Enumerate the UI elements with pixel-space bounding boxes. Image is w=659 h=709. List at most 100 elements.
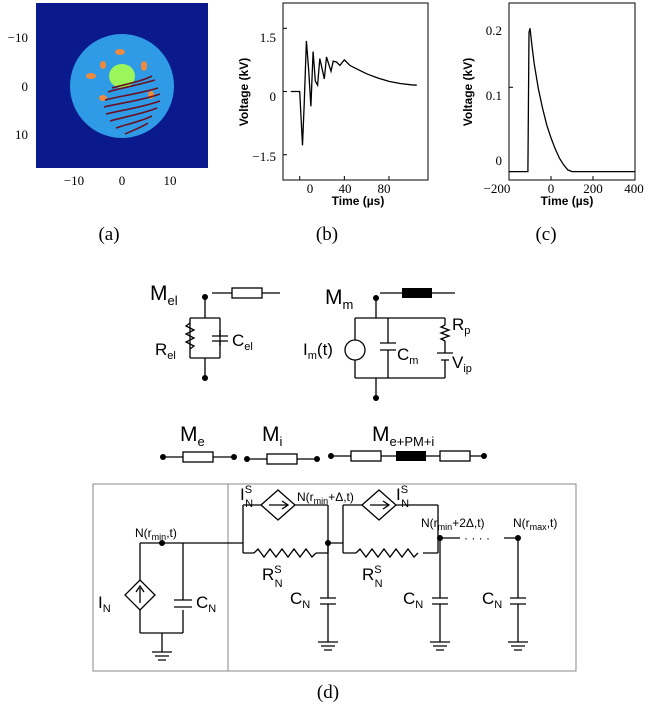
node-dot <box>437 535 443 541</box>
label-M-m: Mm <box>325 286 353 312</box>
node-dot <box>373 395 379 401</box>
x-tick-label: 0 <box>548 181 555 196</box>
series-line <box>290 40 417 146</box>
y-tick-label: −1.5 <box>252 149 276 164</box>
y-tick-label: 0 <box>496 153 503 168</box>
nucleus <box>109 64 135 88</box>
y-tick-label: 1.5 <box>260 30 276 45</box>
x-axis-label: Time (µs) <box>332 194 385 208</box>
y-tick-label: 0.2 <box>486 23 502 38</box>
mitochondrion <box>109 107 158 122</box>
resistor-box <box>182 451 214 463</box>
label-CN: CN <box>196 593 216 615</box>
node-label: N(rmin,t) <box>135 526 177 542</box>
membrane-resistor-box <box>396 451 426 461</box>
label-M-e: Me <box>180 423 205 449</box>
node-dot <box>159 540 165 546</box>
current-source-Im <box>344 339 366 361</box>
arrow-icon <box>370 500 391 510</box>
dependent-current-source-ISN <box>361 489 397 521</box>
mitochondrion <box>124 122 149 135</box>
wire <box>354 298 446 398</box>
capacitor-CN-wire <box>504 537 528 651</box>
resistor-RSN <box>355 547 419 559</box>
label-ISN: IS N <box>240 484 253 510</box>
label-M-el: Mel <box>150 282 178 308</box>
dependent-current-source-ISN <box>260 489 296 521</box>
series-line <box>509 28 635 173</box>
element-M-m: Mm Im(t) Cm Rp Vip <box>303 286 472 401</box>
capacitor-C-el <box>212 330 228 346</box>
label-V-ip: Vip <box>452 353 472 375</box>
label-CN: CN <box>290 589 310 611</box>
wire <box>242 504 343 554</box>
label-RSN: RS N <box>362 564 383 590</box>
mitochondrion <box>103 93 161 108</box>
capacitor-CN-wire <box>318 543 338 651</box>
label-R-p: Rp <box>452 315 470 337</box>
label-ISN: IS N <box>396 484 409 510</box>
node-label: N(rmin+2Δ,t) <box>421 516 485 532</box>
mitochondria <box>103 75 161 135</box>
panel-c: 0.2 0.1 0 −200 0 200 400 Time (µs) Volta… <box>461 2 644 245</box>
y-axis-label: Voltage (kV) <box>461 58 475 126</box>
label-IN: IN <box>98 593 111 615</box>
dependent-current-source-IN <box>124 579 156 611</box>
label-M-i: Mi <box>262 423 283 449</box>
resistor-box <box>266 453 298 465</box>
capacitor-C-m <box>380 342 396 351</box>
y-tick-label: 0.1 <box>486 88 502 103</box>
label-C-m: Cm <box>397 345 418 367</box>
resistor-R-p <box>439 324 451 342</box>
ladder-circuit: N(rmin,t) IN CN IS N N(rmin+Δ,t) RS N CN I… <box>92 483 577 703</box>
mitochondrion <box>115 115 153 129</box>
label-RSN: RS N <box>262 564 283 590</box>
y-tick-label: −10 <box>8 30 28 45</box>
x-tick-label: 10 <box>164 173 177 188</box>
label-R-el: Rel <box>155 340 176 362</box>
panel-b: 1.5 0 −1.5 0 40 80 Time (µs) Voltage (kV… <box>237 2 429 245</box>
x-tick-label: 40 <box>339 181 352 196</box>
organelle <box>115 49 125 55</box>
panel-a: −10 0 10 −10 0 10 (a) <box>8 3 208 245</box>
resistor-box <box>439 450 471 462</box>
ellipsis: · · · · <box>464 531 490 545</box>
node-dot <box>325 540 331 546</box>
x-tick-label: 0 <box>119 173 126 188</box>
element-row: Me Mi Me+PM+i <box>160 423 487 465</box>
label-I-m: Im(t) <box>303 340 333 362</box>
node-dot <box>481 453 487 459</box>
wire <box>342 504 460 554</box>
resistor-R-el <box>184 322 196 350</box>
mitochondrion <box>105 100 161 115</box>
caption-d: (d) <box>317 682 339 703</box>
arrow-icon <box>135 584 145 603</box>
y-tick-label: 0 <box>270 89 277 104</box>
resistor-box <box>350 450 382 462</box>
element-M-el: Mel Rel Cel <box>150 282 280 381</box>
node-label: N(rmin+Δ,t) <box>297 490 354 506</box>
y-tick-label: 0 <box>22 79 29 94</box>
arrow-icon <box>269 500 290 510</box>
node-dot <box>202 375 208 381</box>
label-C-el: Cel <box>232 331 253 353</box>
mitochondrion <box>104 87 159 101</box>
x-tick-label: 200 <box>583 181 603 196</box>
organelle <box>100 61 106 69</box>
voltage-source-V-ip <box>437 352 453 361</box>
tick-marks <box>283 27 390 180</box>
node-dot <box>515 535 521 541</box>
label-CN: CN <box>403 589 423 611</box>
resistor-box <box>231 287 263 299</box>
x-tick-label: −200 <box>484 181 511 196</box>
mitochondrion <box>111 75 153 89</box>
x-axis-label: Time (µs) <box>541 194 594 208</box>
organelle <box>141 61 147 71</box>
mitochondrion <box>107 79 156 93</box>
capacitor-CN-wire <box>430 538 450 651</box>
wire <box>139 542 243 661</box>
resistor-RSN <box>253 547 317 559</box>
caption-b: (b) <box>316 224 338 245</box>
plot-frame <box>282 2 429 181</box>
wire <box>189 297 221 378</box>
